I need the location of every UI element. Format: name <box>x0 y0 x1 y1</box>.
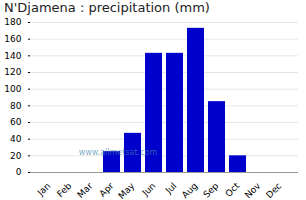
svg-text:Apr: Apr <box>97 181 115 199</box>
html-text:N'Djamena : precipitation (mm): N'Djamena : precipitation (mm) <box>4 0 210 15</box>
svg-text:Sep: Sep <box>201 181 220 200</box>
svg-text:160: 160 <box>4 34 21 44</box>
svg-text:40: 40 <box>10 134 22 144</box>
svg-text:80: 80 <box>10 101 22 111</box>
svg-text:140: 140 <box>4 51 21 61</box>
svg-text:Dec: Dec <box>264 181 283 200</box>
svg-text:May: May <box>116 180 137 200</box>
svg-text:180: 180 <box>4 17 21 27</box>
svg-text:Nov: Nov <box>243 180 263 200</box>
svg-text:Feb: Feb <box>55 181 74 200</box>
svg-text:Jun: Jun <box>140 181 158 199</box>
svg-text:Jan: Jan <box>35 181 53 199</box>
svg-text:100: 100 <box>4 84 21 94</box>
svg-text:www.allmetsat.com: www.allmetsat.com <box>79 148 158 157</box>
svg-text:Mar: Mar <box>75 180 94 199</box>
svg-text:60: 60 <box>10 117 22 127</box>
svg-text:Oct: Oct <box>223 180 241 198</box>
svg-text:120: 120 <box>4 67 21 77</box>
svg-text:20: 20 <box>10 151 22 161</box>
svg-text:0: 0 <box>16 167 22 177</box>
svg-text:Aug: Aug <box>180 181 200 200</box>
svg-text:Jul: Jul <box>163 181 178 196</box>
